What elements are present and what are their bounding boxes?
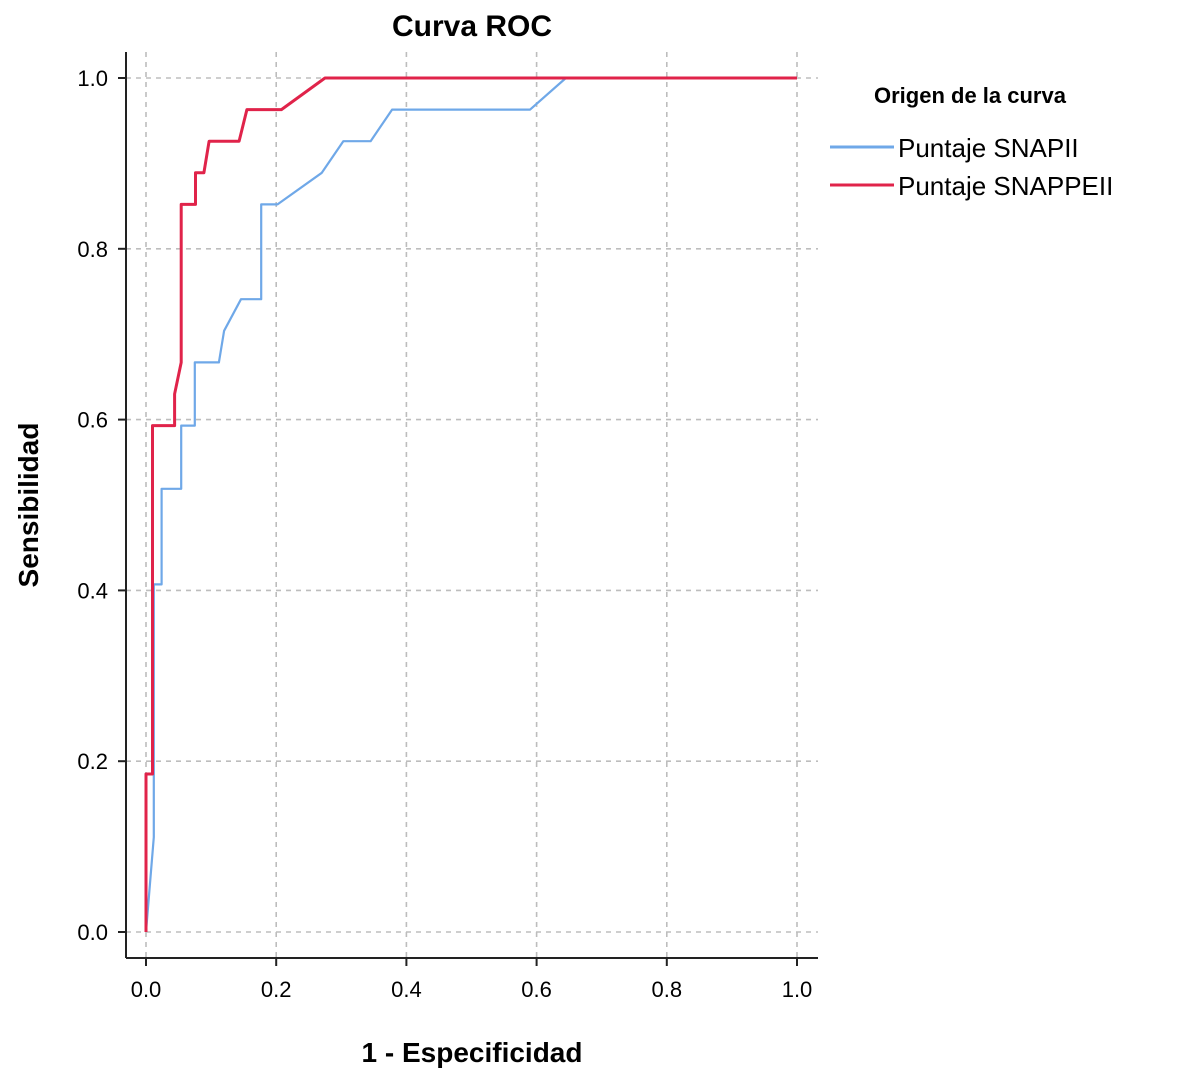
legend-items: Puntaje SNAPII Puntaje SNAPPEII <box>830 133 1113 201</box>
y-tick-label: 0.2 <box>77 749 108 774</box>
grid-lines <box>126 52 818 958</box>
x-tick-label: 0.2 <box>261 977 292 1002</box>
y-tick-label: 0.8 <box>77 237 108 262</box>
series-line-puntaje-snapii <box>144 76 797 933</box>
x-tick-label: 0.6 <box>521 977 552 1002</box>
y-tick-label: 0.6 <box>77 408 108 433</box>
legend-item-label: Puntaje SNAPII <box>898 133 1079 163</box>
series-lines <box>144 76 797 933</box>
y-tick-label: 0.0 <box>77 920 108 945</box>
series-line-puntaje-snappeii <box>144 76 797 932</box>
y-tick-label: 0.4 <box>77 578 108 603</box>
legend-item-label: Puntaje SNAPPEII <box>898 171 1113 201</box>
axis-ticks: 0.0 0.2 0.4 0.6 0.8 1.0 0.0 0.2 0.4 0.6 0.8 1.0 <box>77 66 812 1002</box>
x-tick-label: 1.0 <box>782 977 813 1002</box>
x-tick-label: 0.0 <box>131 977 162 1002</box>
chart-title: Curva ROC <box>392 10 552 43</box>
x-axis-title: 1 - Especificidad <box>362 1037 583 1068</box>
x-tick-label: 0.4 <box>391 977 422 1002</box>
y-tick-label: 1.0 <box>77 66 108 91</box>
legend: Origen de la curva Puntaje SNAPIIPuntaje… <box>830 83 1113 201</box>
y-axis-title: Sensibilidad <box>13 423 44 588</box>
legend-title: Origen de la curva <box>874 83 1067 108</box>
x-tick-label: 0.8 <box>652 977 683 1002</box>
